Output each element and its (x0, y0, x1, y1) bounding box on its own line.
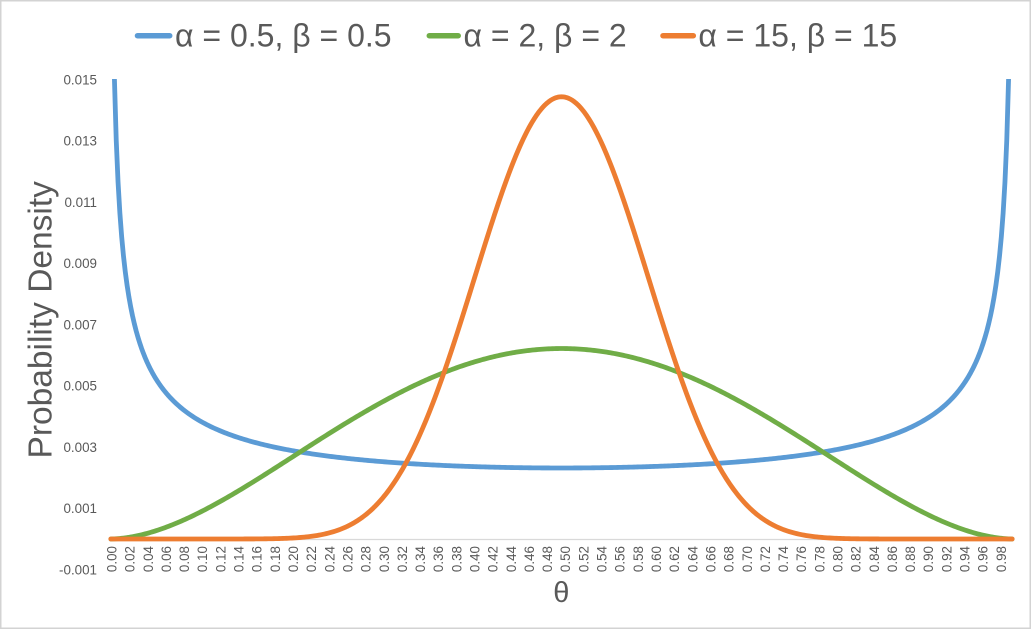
svg-text:0.32: 0.32 (395, 546, 410, 572)
svg-text:0.18: 0.18 (268, 546, 283, 572)
svg-text:0.80: 0.80 (831, 546, 846, 572)
svg-text:0.36: 0.36 (431, 546, 446, 572)
svg-text:0.20: 0.20 (286, 546, 301, 572)
svg-text:0.86: 0.86 (885, 546, 900, 572)
svg-text:0.34: 0.34 (413, 545, 428, 572)
svg-text:0.56: 0.56 (613, 546, 628, 572)
svg-text:0.84: 0.84 (867, 545, 882, 572)
svg-text:0.42: 0.42 (486, 546, 501, 572)
svg-text:0.68: 0.68 (722, 546, 737, 572)
svg-text:0.72: 0.72 (758, 546, 773, 572)
svg-text:α = 15, β = 15: α = 15, β = 15 (698, 17, 897, 53)
svg-text:0.92: 0.92 (939, 546, 954, 572)
svg-text:α = 2, β = 2: α = 2, β = 2 (464, 17, 627, 53)
svg-text:0.44: 0.44 (504, 545, 519, 572)
svg-text:0.14: 0.14 (232, 545, 247, 572)
svg-text:-0.001: -0.001 (59, 562, 97, 577)
svg-text:0.48: 0.48 (540, 546, 555, 572)
svg-text:0.009: 0.009 (63, 256, 97, 271)
svg-text:0.40: 0.40 (468, 546, 483, 572)
svg-text:0.82: 0.82 (849, 546, 864, 572)
svg-text:0.04: 0.04 (141, 545, 156, 572)
svg-text:0.06: 0.06 (159, 546, 174, 572)
svg-text:0.98: 0.98 (994, 546, 1009, 572)
svg-text:0.74: 0.74 (776, 545, 791, 572)
svg-text:0.26: 0.26 (340, 546, 355, 572)
svg-text:0.76: 0.76 (794, 546, 809, 572)
svg-text:0.003: 0.003 (63, 440, 97, 455)
svg-text:0.00: 0.00 (105, 546, 120, 572)
svg-text:0.16: 0.16 (250, 546, 265, 572)
svg-text:0.66: 0.66 (703, 546, 718, 572)
svg-text:0.30: 0.30 (377, 546, 392, 572)
svg-text:0.38: 0.38 (449, 546, 464, 572)
svg-text:0.007: 0.007 (63, 317, 97, 332)
svg-text:0.70: 0.70 (740, 546, 755, 572)
svg-text:0.02: 0.02 (123, 546, 138, 572)
svg-text:0.94: 0.94 (958, 545, 973, 572)
svg-text:0.10: 0.10 (195, 546, 210, 572)
svg-text:0.88: 0.88 (903, 546, 918, 572)
svg-text:0.58: 0.58 (631, 546, 646, 572)
svg-text:0.46: 0.46 (522, 546, 537, 572)
svg-text:0.96: 0.96 (976, 546, 991, 572)
svg-text:0.22: 0.22 (304, 546, 319, 572)
svg-text:0.001: 0.001 (63, 501, 97, 516)
svg-text:0.60: 0.60 (649, 546, 664, 572)
svg-text:0.54: 0.54 (595, 545, 610, 572)
svg-text:0.005: 0.005 (63, 379, 97, 394)
svg-text:0.28: 0.28 (359, 546, 374, 572)
svg-text:0.24: 0.24 (322, 545, 337, 572)
svg-text:0.52: 0.52 (576, 546, 591, 572)
svg-text:0.78: 0.78 (812, 546, 827, 572)
svg-text:0.64: 0.64 (685, 545, 700, 572)
svg-text:0.013: 0.013 (63, 134, 97, 149)
svg-text:Probability Density: Probability Density (22, 181, 59, 459)
svg-text:0.011: 0.011 (64, 195, 97, 210)
svg-text:α = 0.5, β = 0.5: α = 0.5, β = 0.5 (175, 17, 392, 53)
svg-text:0.50: 0.50 (558, 546, 573, 572)
svg-text:0.015: 0.015 (63, 72, 97, 87)
svg-text:θ: θ (553, 577, 569, 609)
svg-text:0.90: 0.90 (921, 546, 936, 572)
svg-text:0.62: 0.62 (667, 546, 682, 572)
svg-text:0.08: 0.08 (177, 546, 192, 572)
svg-text:0.12: 0.12 (213, 546, 228, 572)
